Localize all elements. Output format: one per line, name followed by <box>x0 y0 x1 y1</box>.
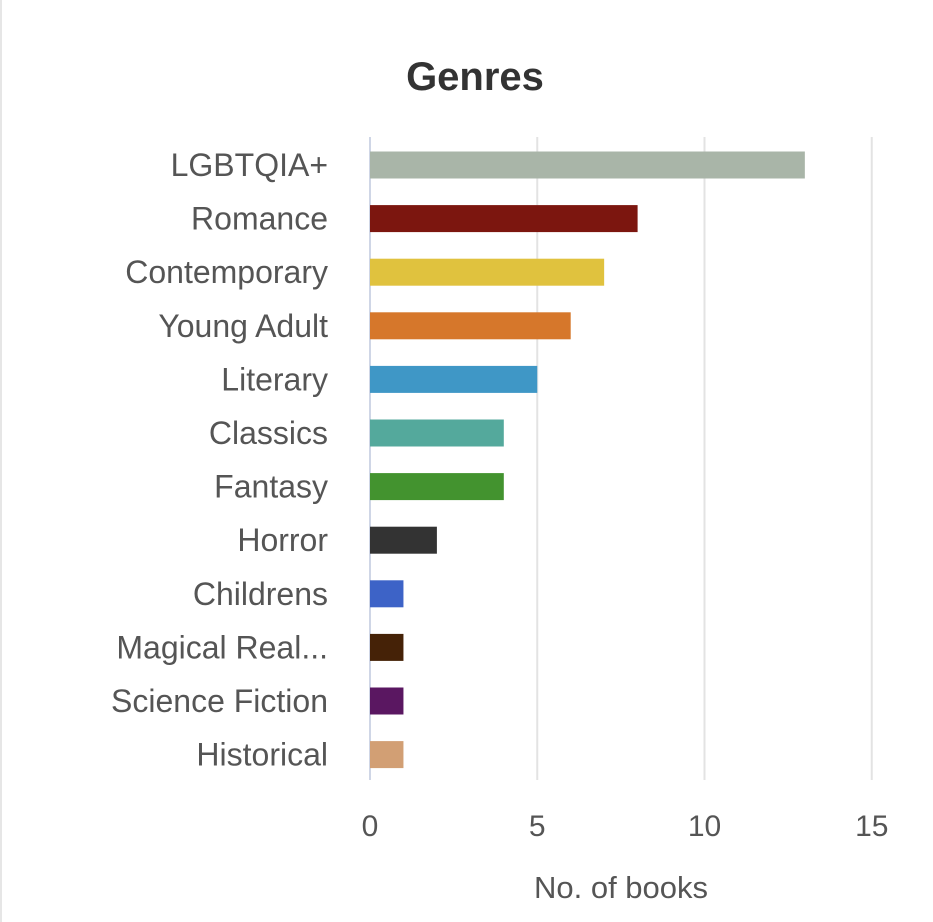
bar-contemporary[interactable] <box>370 258 605 286</box>
category-label: Romance <box>191 201 328 237</box>
bar-romance[interactable] <box>370 205 638 233</box>
bar-historical[interactable] <box>370 741 404 769</box>
bar-magical-real[interactable] <box>370 633 404 661</box>
x-axis-label: No. of books <box>534 870 708 905</box>
x-tick-label: 15 <box>855 810 888 843</box>
category-label: Young Adult <box>158 308 328 344</box>
x-tick-label: 0 <box>362 810 379 843</box>
category-label: Contemporary <box>125 254 328 290</box>
x-tick-label: 5 <box>529 810 546 843</box>
category-label: Magical Real... <box>116 629 328 665</box>
bar-fantasy[interactable] <box>370 473 504 501</box>
category-label: LGBTQIA+ <box>171 147 328 183</box>
bar-classics[interactable] <box>370 419 504 447</box>
category-label: Horror <box>237 522 328 558</box>
chart-title: Genres <box>406 55 544 99</box>
bar-horror[interactable] <box>370 526 437 554</box>
bar-childrens[interactable] <box>370 580 404 608</box>
bar-lgbtqia[interactable] <box>370 151 805 179</box>
category-label: Literary <box>221 361 328 397</box>
bar-young-adult[interactable] <box>370 312 571 340</box>
category-label: Fantasy <box>214 469 328 505</box>
category-label: Childrens <box>193 576 328 612</box>
category-label: Classics <box>209 415 328 451</box>
bar-science-fiction[interactable] <box>370 687 404 715</box>
bar-literary[interactable] <box>370 365 538 393</box>
category-label: Science Fiction <box>111 683 328 719</box>
x-tick-label: 10 <box>688 810 721 843</box>
category-label: Historical <box>196 737 328 773</box>
